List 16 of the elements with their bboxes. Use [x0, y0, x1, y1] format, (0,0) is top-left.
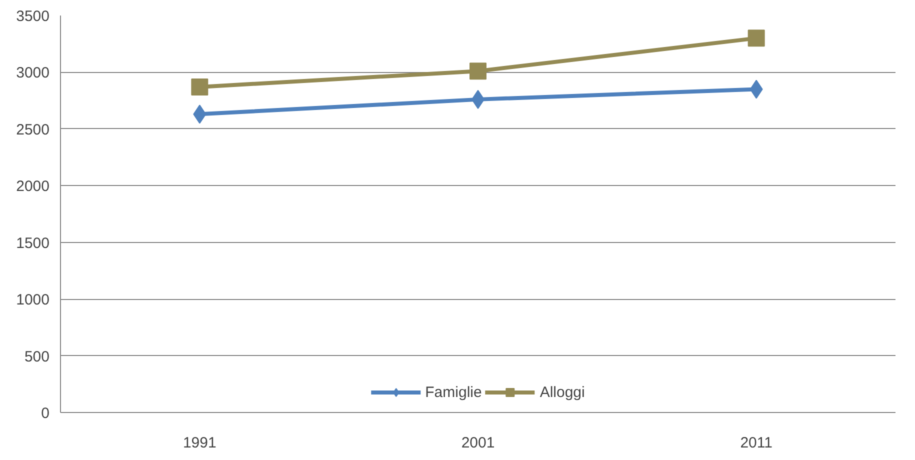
- y-tick-label: 3000: [16, 64, 50, 82]
- x-tick-label: 1991: [182, 434, 216, 452]
- point: [191, 78, 208, 96]
- y-tick-label: 0: [41, 405, 50, 422]
- y-tick-label: 1500: [16, 234, 50, 252]
- y-tick-label: 2000: [16, 178, 50, 196]
- y-tick-label: 3500: [16, 8, 50, 25]
- legend-label: Alloggi: [540, 384, 585, 400]
- y-tick-label: 1000: [16, 292, 50, 309]
- x-tick-label: 2001: [461, 434, 495, 452]
- point: [748, 30, 765, 47]
- x-tick-label: 2011: [740, 434, 772, 452]
- point: [470, 62, 486, 80]
- y-tick-label: 500: [24, 348, 50, 366]
- legend-label: Famiglie: [425, 384, 482, 400]
- y-tick-label: 2500: [16, 121, 50, 138]
